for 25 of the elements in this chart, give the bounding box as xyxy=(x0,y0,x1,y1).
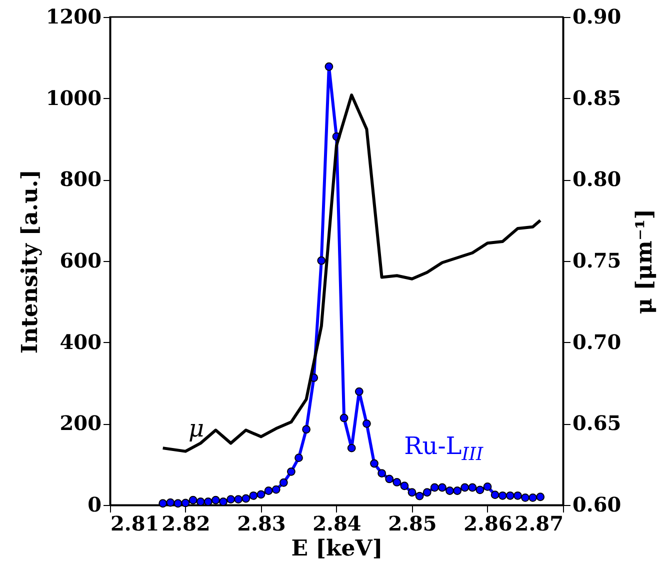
y2-tick-label: 0.70 xyxy=(572,330,622,354)
y2-tick-label: 0.65 xyxy=(572,411,622,436)
x-tick-label: 2.85 xyxy=(388,512,437,536)
y2-tick-label: 0.75 xyxy=(572,248,622,272)
y-axis-title: Intensity [a.u.] xyxy=(16,169,43,354)
y2-tick-label: 0.90 xyxy=(572,4,622,28)
y2-tick-label: 0.85 xyxy=(572,86,622,110)
x-tick-label: 2.84 xyxy=(312,512,362,536)
y-tick-label: 1000 xyxy=(46,86,102,110)
y-tick-label: 200 xyxy=(60,411,102,436)
y2-tick-label: 0.80 xyxy=(572,167,622,192)
y-tick-label: 0 xyxy=(88,492,102,516)
y2-axis-title: μ [μm⁻¹] xyxy=(632,208,658,314)
x-tick-label: 2.82 xyxy=(162,512,210,536)
x-tick-label: 2.81 xyxy=(110,512,160,536)
x-axis-title: E [keV] xyxy=(291,536,383,562)
y-tick-label: 800 xyxy=(60,167,102,192)
y-tick-label: 1200 xyxy=(46,4,102,28)
x-tick-label: 2.87 xyxy=(514,512,564,536)
x-tick-label: 2.86 xyxy=(464,512,512,536)
x-tick-label: 2.83 xyxy=(237,512,286,536)
series-label: μ xyxy=(188,414,204,442)
y2-tick-label: 0.60 xyxy=(572,492,622,516)
y-tick-label: 600 xyxy=(60,248,102,272)
y-tick-label: 400 xyxy=(60,330,102,354)
